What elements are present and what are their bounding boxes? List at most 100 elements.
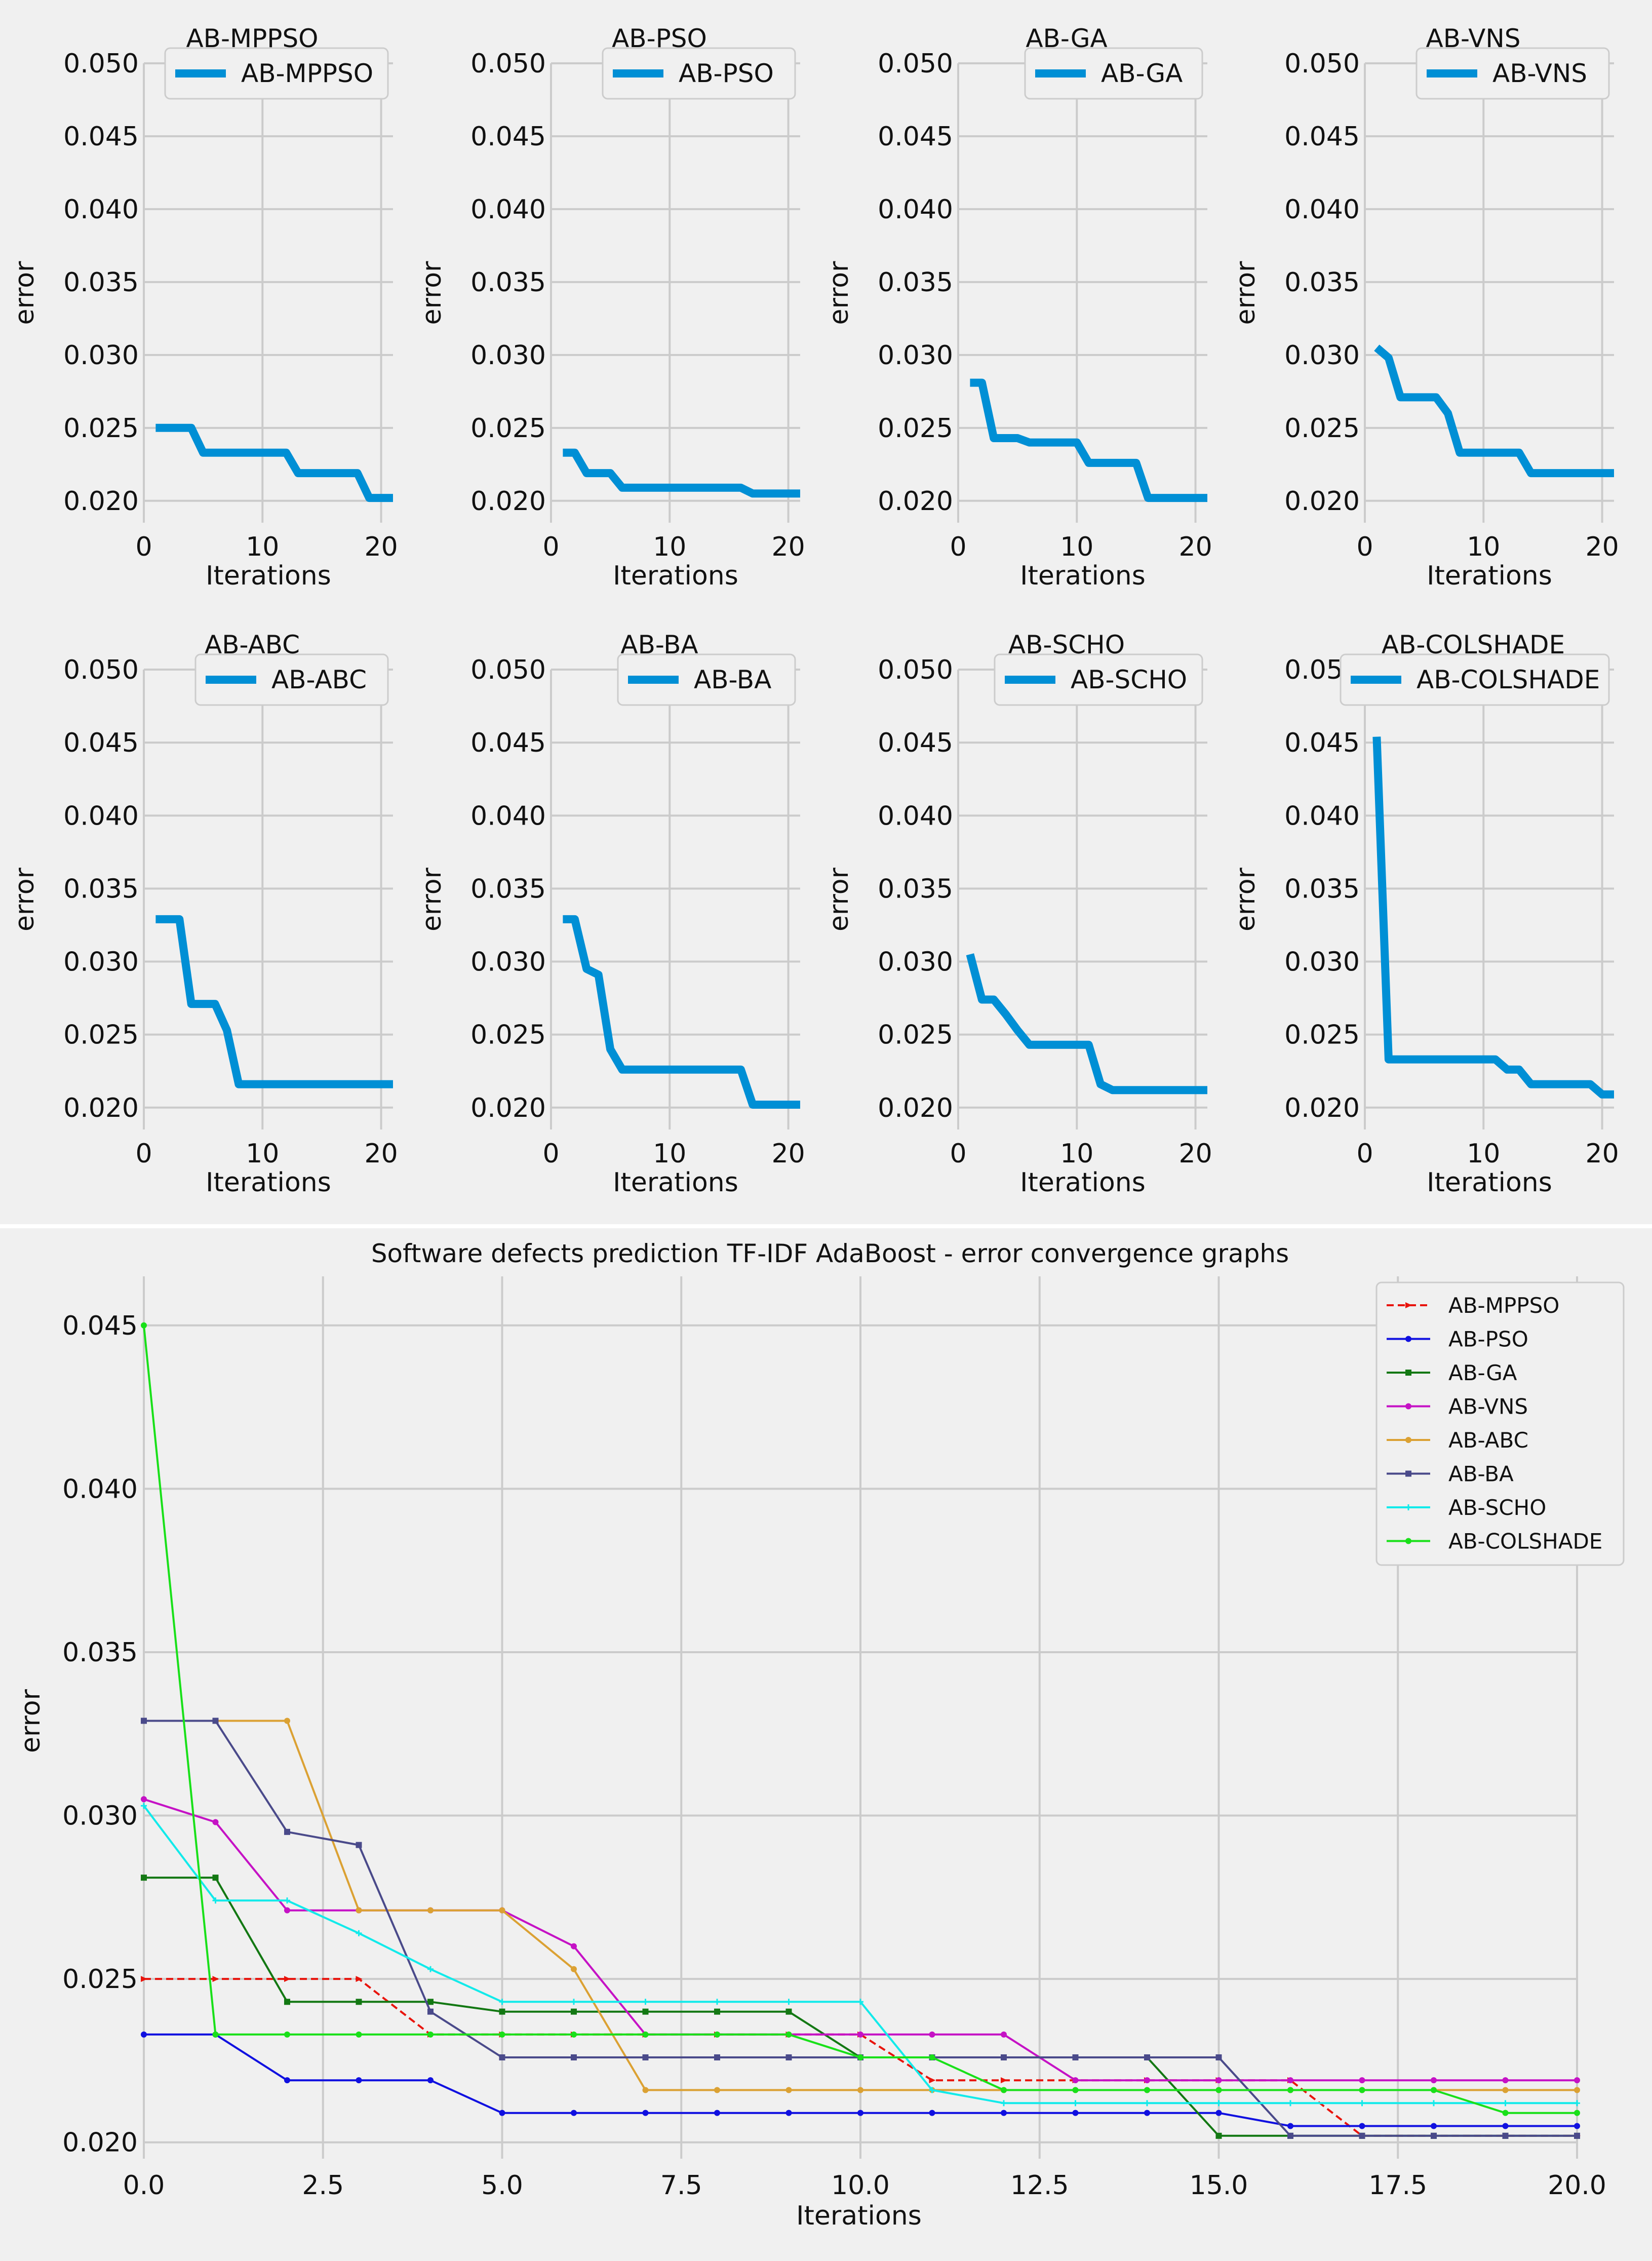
series-line-ab-ga — [970, 378, 1207, 502]
y-tick-label: 0.025 — [1284, 1020, 1360, 1050]
data-point — [141, 1322, 147, 1329]
legend-label: AB-GA — [1448, 1360, 1517, 1385]
legend-box — [602, 47, 796, 100]
x-tick-label: 20 — [364, 532, 398, 562]
data-point — [284, 1897, 290, 1904]
y-tick-label: 0.030 — [470, 340, 546, 371]
data-point — [1574, 2087, 1580, 2093]
y-tick-label: 0.045 — [878, 122, 953, 152]
data-point — [212, 1718, 219, 1724]
x-tick-label: 10 — [1060, 532, 1093, 562]
data-point — [785, 2110, 792, 2116]
data-point — [141, 2031, 147, 2038]
series-line-ab-colshade — [1372, 736, 1614, 1099]
y-axis-label: error — [1231, 261, 1261, 325]
data-point — [212, 1976, 219, 1982]
y-axis-label: error — [824, 867, 854, 931]
data-point — [141, 1875, 147, 1881]
data-point — [284, 1976, 291, 1982]
data-point — [499, 2110, 505, 2116]
x-axis-label: Iterations — [796, 2201, 922, 2231]
y-axis-label: error — [417, 261, 447, 325]
data-point — [785, 2031, 792, 2038]
x-tick-label: 20 — [1178, 1139, 1212, 1169]
legend-label: AB-SCHO — [1448, 1495, 1546, 1520]
x-axis-label: Iterations — [1427, 1167, 1552, 1198]
y-tick-label: 0.045 — [63, 728, 139, 758]
data-point — [1359, 2100, 1365, 2107]
y-tick-label: 0.045 — [470, 728, 546, 758]
series-line-ab-ba — [563, 915, 800, 1109]
x-tick-label: 10.0 — [831, 2170, 890, 2201]
series-line-ab-mppso — [155, 423, 393, 502]
data-point — [571, 1999, 577, 2005]
subplot-ab-ga: 0.020 0.025 0.030 0.035 0.040 0.045 0.050 0 10 20… — [824, 24, 1212, 591]
data-point — [1287, 2087, 1293, 2093]
y-axis-label: error — [417, 867, 447, 931]
data-point — [1502, 2132, 1509, 2139]
y-tick-label: 0.040 — [63, 801, 139, 831]
subplot-ab-abc: 0.020 0.025 0.030 0.035 0.040 0.045 0.050 0 10 20… — [10, 630, 398, 1198]
y-tick-label: 0.030 — [63, 947, 139, 978]
data-point — [1215, 2132, 1222, 2139]
legend-marker — [1405, 1302, 1412, 1308]
legend-marker — [1405, 1470, 1411, 1477]
y-tick-label: 0.035 — [470, 267, 546, 298]
legend-box — [617, 653, 796, 706]
y-tick-label: 0.030 — [62, 1801, 138, 1831]
data-point — [141, 1803, 147, 1809]
x-axis-label: Iterations — [1427, 561, 1552, 591]
data-point — [1072, 2054, 1079, 2060]
data-point — [1574, 2110, 1580, 2116]
data-point — [1001, 2031, 1007, 2038]
data-point — [1215, 2100, 1222, 2107]
data-point — [642, 2087, 649, 2093]
data-point — [212, 1897, 219, 1904]
chart-title: Software defects prediction TF-IDF AdaBo… — [371, 1239, 1289, 1268]
legend-marker — [1405, 1403, 1411, 1410]
y-tick-label: 0.035 — [1284, 267, 1360, 298]
data-point — [1359, 2077, 1365, 2084]
data-point — [212, 2031, 219, 2038]
data-point — [1001, 2077, 1007, 2084]
data-point — [857, 1999, 863, 2005]
data-point — [499, 1907, 505, 1914]
data-point — [427, 1966, 434, 1972]
x-tick-label: 12.5 — [1010, 2170, 1069, 2201]
x-tick-label: 17.5 — [1368, 2170, 1427, 2201]
x-tick-label: 0 — [542, 1139, 559, 1169]
data-point — [857, 2087, 863, 2093]
data-point — [356, 1930, 362, 1936]
data-point — [571, 1943, 577, 1950]
data-point — [571, 2110, 577, 2116]
data-point — [857, 2054, 863, 2060]
legend-label: AB-VNS — [1492, 59, 1587, 88]
x-tick-label: 0 — [542, 532, 559, 562]
y-axis-label: error — [824, 261, 854, 325]
legend-label: AB-ABC — [1448, 1428, 1528, 1453]
series-line-ab-scho — [966, 953, 1207, 1095]
y-tick-label: 0.040 — [62, 1474, 138, 1504]
x-tick-label: 20 — [771, 532, 805, 562]
x-tick-label: 10 — [246, 1139, 279, 1169]
x-tick-label: 20 — [1585, 532, 1619, 562]
x-tick-label: 20.0 — [1548, 2170, 1606, 2201]
data-point — [642, 1999, 649, 2005]
data-point — [1502, 2100, 1509, 2107]
data-point — [1287, 2100, 1293, 2107]
combined-chart: 0.020 0.025 0.030 0.035 0.040 0.045 0.0 2.5 5.0 7… — [16, 1239, 1625, 2231]
y-tick-label: 0.020 — [878, 1093, 953, 1123]
y-tick-label: 0.020 — [470, 486, 546, 517]
y-tick-label: 0.020 — [1284, 1093, 1360, 1123]
y-tick-label: 0.045 — [470, 122, 546, 152]
x-tick-label: 0.0 — [123, 2170, 165, 2201]
x-tick-label: 0 — [135, 532, 152, 562]
y-tick-label: 0.035 — [63, 267, 139, 298]
legend-label: AB-PSO — [679, 59, 774, 88]
y-tick-label: 0.040 — [470, 801, 546, 831]
data-point — [929, 2087, 935, 2093]
data-point — [1574, 2132, 1580, 2139]
data-point — [1001, 2110, 1007, 2116]
y-tick-label: 0.030 — [470, 947, 546, 978]
data-point — [857, 2031, 863, 2038]
